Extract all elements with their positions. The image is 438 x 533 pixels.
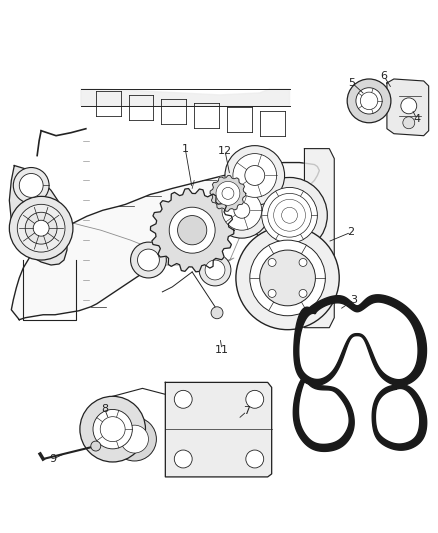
- Circle shape: [177, 215, 207, 245]
- Text: 8: 8: [101, 404, 108, 414]
- Circle shape: [252, 177, 327, 253]
- Circle shape: [199, 254, 231, 286]
- Circle shape: [273, 263, 303, 293]
- Circle shape: [250, 240, 325, 316]
- Circle shape: [401, 98, 417, 114]
- Polygon shape: [304, 149, 334, 328]
- Polygon shape: [372, 385, 427, 450]
- Circle shape: [80, 397, 145, 462]
- Circle shape: [236, 226, 339, 330]
- Circle shape: [278, 203, 301, 227]
- Circle shape: [268, 289, 276, 297]
- Polygon shape: [150, 189, 234, 272]
- Circle shape: [13, 167, 49, 203]
- Text: 12: 12: [218, 146, 232, 156]
- Circle shape: [347, 79, 391, 123]
- Circle shape: [205, 260, 225, 280]
- Circle shape: [260, 250, 315, 306]
- Circle shape: [33, 220, 49, 236]
- Circle shape: [25, 212, 57, 244]
- Polygon shape: [210, 175, 246, 211]
- Text: 9: 9: [49, 454, 57, 464]
- Text: 11: 11: [215, 344, 229, 354]
- Circle shape: [100, 417, 125, 442]
- Polygon shape: [387, 79, 429, 136]
- Circle shape: [174, 390, 192, 408]
- Circle shape: [91, 441, 101, 451]
- Circle shape: [360, 92, 378, 110]
- Polygon shape: [293, 379, 354, 451]
- Circle shape: [105, 421, 121, 438]
- Circle shape: [216, 181, 240, 205]
- Circle shape: [282, 207, 297, 223]
- Circle shape: [169, 207, 215, 253]
- Circle shape: [403, 117, 415, 129]
- Circle shape: [356, 88, 382, 114]
- Polygon shape: [294, 295, 427, 385]
- Circle shape: [131, 242, 166, 278]
- Circle shape: [274, 199, 305, 231]
- Circle shape: [17, 204, 65, 252]
- Polygon shape: [9, 166, 67, 265]
- Polygon shape: [81, 89, 290, 106]
- Circle shape: [9, 196, 73, 260]
- Circle shape: [246, 450, 264, 468]
- Text: 6: 6: [381, 71, 388, 81]
- Circle shape: [234, 203, 250, 218]
- Circle shape: [113, 417, 156, 461]
- Circle shape: [363, 95, 375, 107]
- Circle shape: [268, 259, 276, 266]
- Circle shape: [245, 166, 265, 185]
- Circle shape: [233, 154, 277, 197]
- Text: 3: 3: [351, 295, 358, 305]
- Circle shape: [120, 425, 148, 453]
- Circle shape: [93, 409, 132, 449]
- Circle shape: [222, 190, 262, 230]
- Circle shape: [225, 146, 285, 205]
- Text: 2: 2: [348, 227, 355, 237]
- Circle shape: [211, 307, 223, 319]
- Polygon shape: [165, 382, 272, 477]
- Circle shape: [183, 221, 201, 239]
- Text: 5: 5: [349, 78, 356, 88]
- Circle shape: [174, 450, 192, 468]
- Text: 1: 1: [182, 143, 189, 154]
- Text: 7: 7: [243, 406, 251, 416]
- Circle shape: [262, 188, 318, 243]
- Text: 4: 4: [413, 114, 420, 124]
- Circle shape: [299, 259, 307, 266]
- Circle shape: [19, 173, 43, 197]
- Circle shape: [268, 193, 311, 237]
- Polygon shape: [11, 163, 319, 320]
- Circle shape: [138, 249, 159, 271]
- Circle shape: [246, 390, 264, 408]
- Circle shape: [222, 188, 234, 199]
- Circle shape: [299, 289, 307, 297]
- Circle shape: [214, 182, 270, 238]
